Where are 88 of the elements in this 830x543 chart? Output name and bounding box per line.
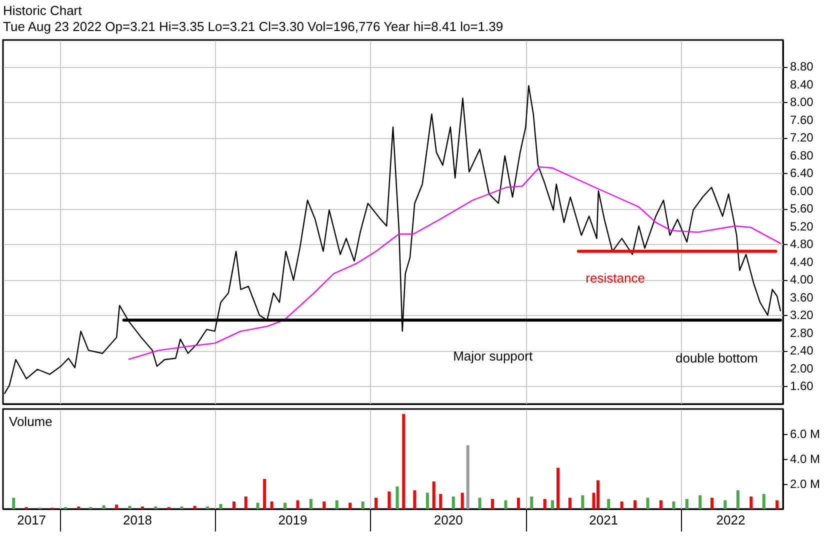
bar	[762, 494, 766, 509]
bar	[256, 502, 260, 509]
y-tick-label: 3.20	[790, 308, 814, 322]
bar	[283, 502, 286, 509]
y-tick-label: 6.00	[790, 184, 814, 198]
bar	[296, 500, 300, 509]
bar	[543, 499, 546, 509]
bar	[115, 504, 118, 509]
x-tick-label: 2019	[278, 512, 308, 528]
bar	[596, 480, 600, 509]
bar	[413, 490, 416, 509]
bar	[128, 506, 132, 509]
bar	[736, 490, 740, 509]
x-tick-label: 2020	[434, 512, 463, 528]
y-tick-label: 5.20	[790, 219, 814, 234]
bar	[460, 492, 464, 509]
bar	[12, 498, 16, 509]
y-tick-label: 2.80	[790, 326, 814, 340]
y-tick-label: 2.00	[790, 361, 814, 376]
bar	[568, 498, 572, 509]
bar	[672, 502, 676, 509]
y-tick-label: 7.20	[790, 130, 814, 145]
bar	[348, 502, 352, 509]
bar	[633, 500, 636, 509]
bar	[607, 499, 610, 509]
y-tick-label: 2.0 M	[790, 477, 820, 491]
bar	[581, 495, 584, 509]
chart-title: Historic Chart	[3, 3, 82, 18]
bar	[504, 500, 508, 509]
x-tick-label: 2018	[123, 512, 152, 528]
bar	[550, 500, 554, 509]
bar	[750, 496, 753, 509]
bar	[556, 468, 560, 509]
bar	[193, 506, 196, 509]
y-tick-label: 6.80	[790, 148, 814, 162]
bar	[724, 500, 727, 509]
bar	[402, 414, 406, 509]
bar	[710, 498, 714, 509]
bar	[698, 495, 702, 509]
y-tick-label: 4.00	[790, 272, 814, 287]
bar	[219, 504, 222, 509]
y-tick-label: 8.80	[790, 60, 814, 74]
bar	[361, 502, 364, 509]
annotation: double bottom	[675, 350, 758, 366]
y-tick-label: 8.00	[790, 95, 814, 110]
bar	[396, 486, 399, 509]
bar	[432, 482, 436, 509]
bar	[426, 492, 429, 509]
bar	[620, 502, 624, 509]
bar	[452, 496, 455, 509]
bar	[776, 500, 779, 509]
y-tick-label: 5.60	[790, 202, 814, 216]
bar	[516, 498, 520, 509]
bar	[335, 500, 338, 509]
bar	[263, 479, 266, 509]
bar	[309, 499, 312, 509]
y-tick-label: 6.0 M	[790, 427, 820, 441]
annotation: resistance	[586, 270, 645, 286]
y-tick-label: 4.0 M	[790, 452, 820, 466]
bar	[244, 496, 248, 509]
y-tick-label: 7.60	[790, 112, 814, 127]
annotation: Major support	[453, 348, 533, 364]
y-tick-label: 8.40	[790, 77, 814, 92]
y-tick-label: 1.60	[790, 379, 814, 394]
x-tick-label: 2017	[17, 512, 46, 528]
bar	[491, 499, 494, 509]
bar	[478, 498, 482, 509]
y-tick-label: 4.80	[790, 237, 814, 252]
x-tick-label: 2022	[716, 512, 746, 528]
bar	[646, 498, 650, 509]
x-tick-label: 2021	[589, 512, 618, 528]
bar	[102, 505, 106, 509]
chart-subtitle: Tue Aug 23 2022 Op=3.21 Hi=3.35 Lo=3.21 Cl=3.30 Vol=196,776 Year hi=8.41 lo=1.39	[3, 19, 504, 34]
bar	[232, 502, 236, 509]
y-tick-label: 6.40	[790, 166, 814, 180]
bar	[270, 502, 274, 509]
bar	[374, 498, 378, 509]
y-tick-label: 2.40	[790, 344, 814, 358]
bar	[685, 499, 688, 509]
bar	[439, 494, 442, 509]
bar	[659, 500, 662, 509]
bar	[322, 502, 326, 509]
chart-title: Volume	[9, 414, 52, 429]
bar	[388, 492, 391, 509]
bar	[466, 445, 470, 509]
y-tick-label: 3.60	[790, 290, 814, 304]
bar	[530, 496, 534, 509]
y-tick-label: 4.40	[790, 254, 814, 269]
